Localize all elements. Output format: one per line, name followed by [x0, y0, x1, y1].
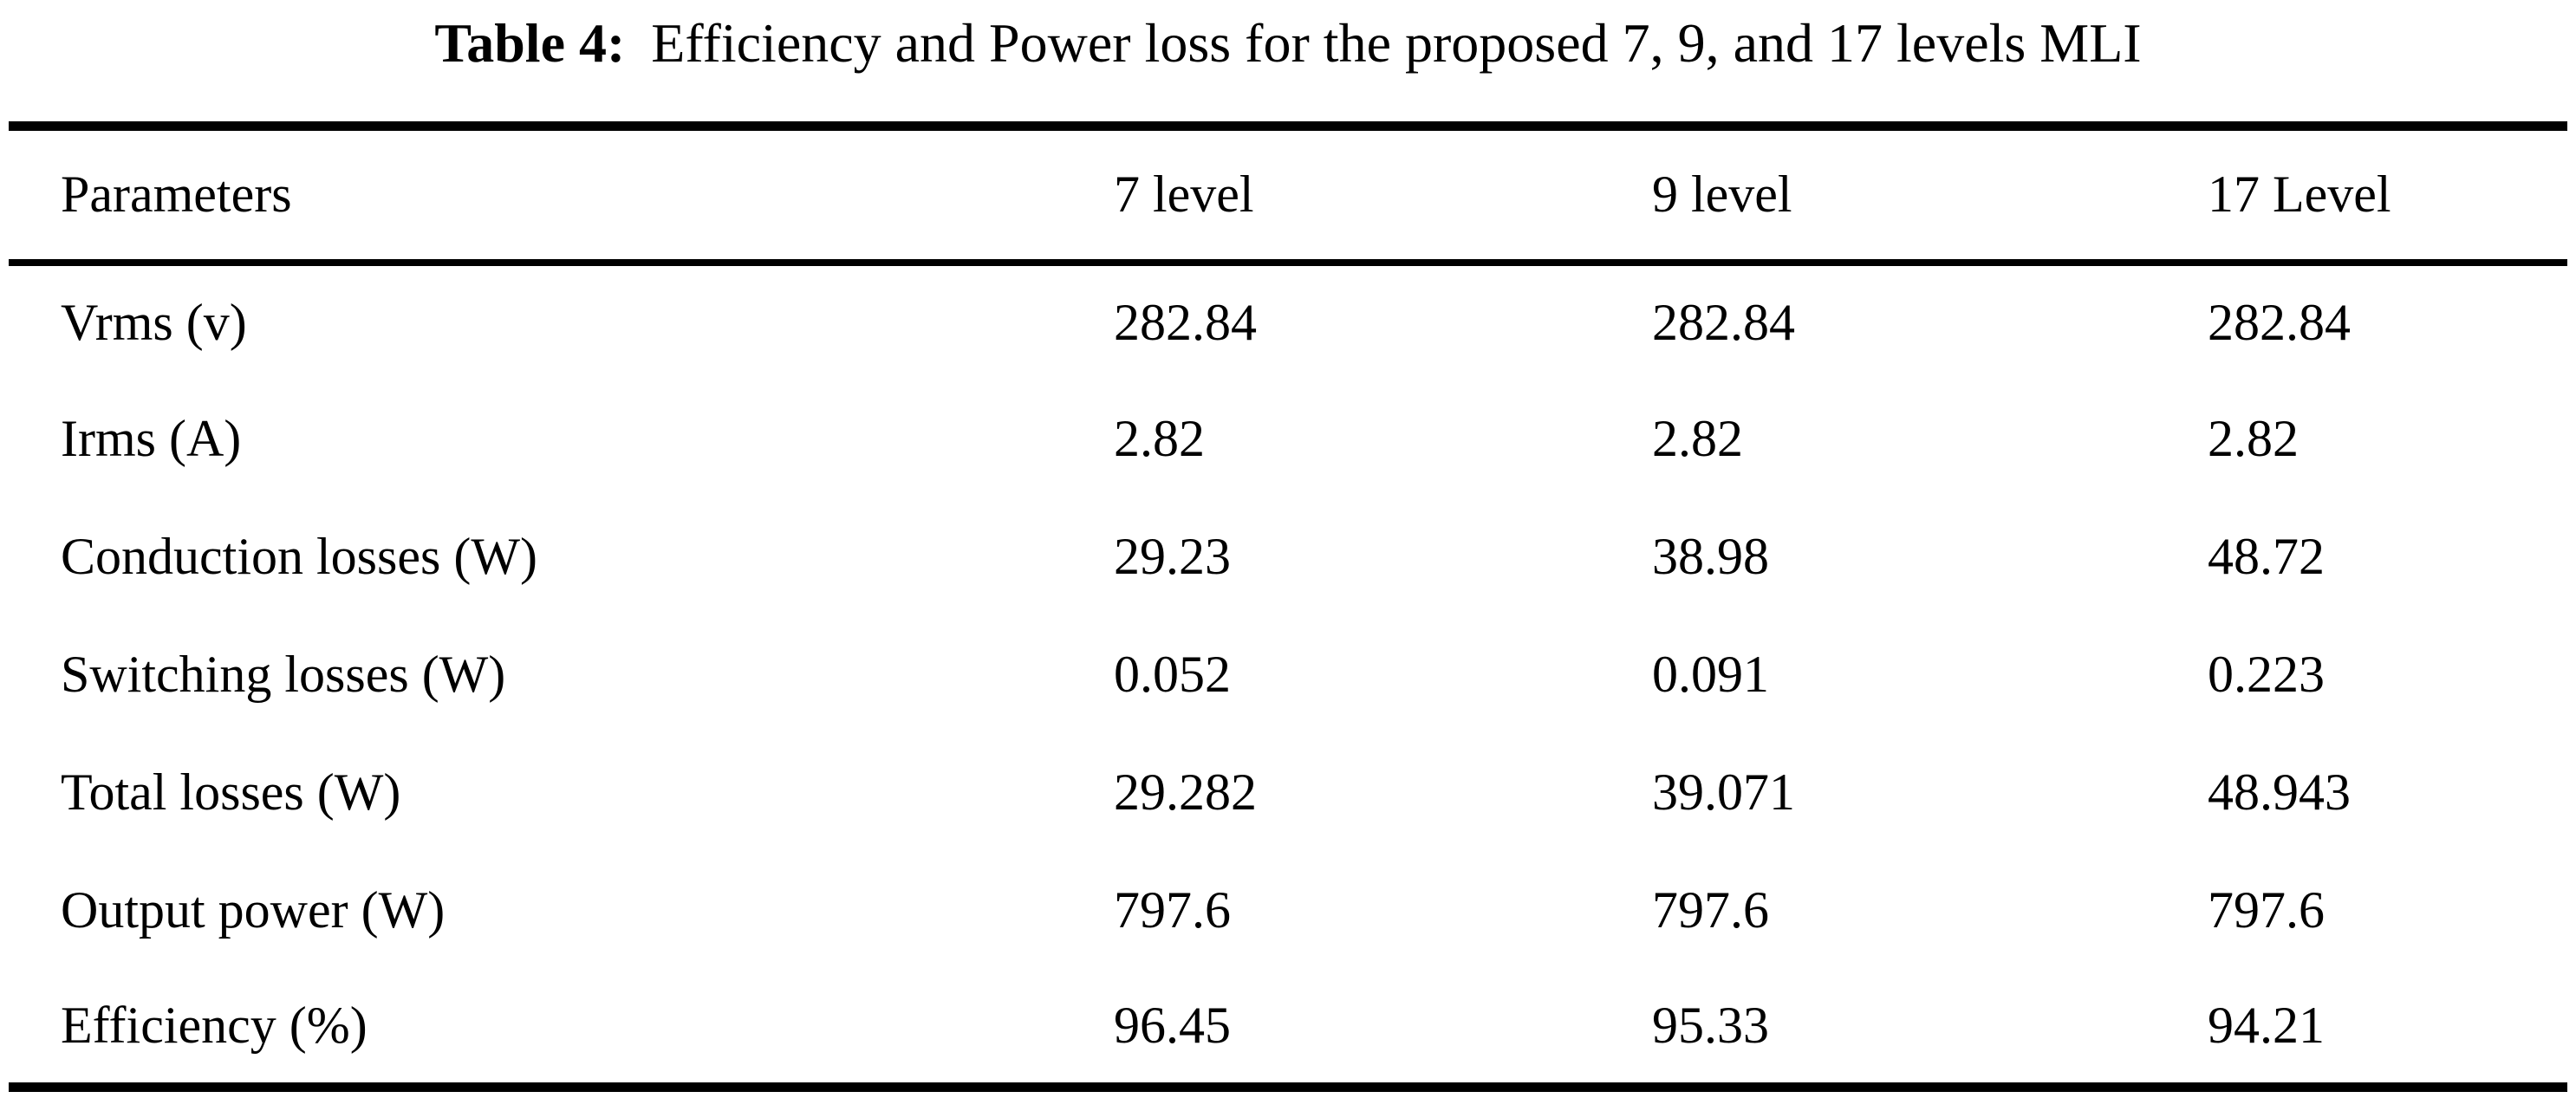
cell-value: 38.98: [1652, 528, 1769, 585]
table-header: Parameters 7 level 9 level 17 Level: [9, 127, 2567, 263]
table-caption: Table 4: Efficiency and Power loss for th…: [0, 0, 2576, 87]
results-table: Parameters 7 level 9 level 17 Level Vrms…: [9, 121, 2567, 1092]
cell-value: 797.6: [1652, 881, 1769, 939]
cell-value: 2.82: [1652, 410, 1743, 467]
row-label: Vrms (v): [61, 294, 247, 351]
cell-value: 94.21: [2208, 997, 2325, 1055]
table-caption-label: Table 4:: [434, 12, 626, 74]
table-row: Conduction losses (W) 29.23 38.98 48.72: [9, 498, 2567, 616]
row-label: Switching losses (W): [61, 646, 506, 703]
cell-value: 48.943: [2208, 763, 2351, 821]
cell-value: 29.23: [1114, 528, 1231, 585]
header-parameters: Parameters: [61, 166, 292, 224]
cell-value: 48.72: [2208, 528, 2325, 585]
table-row: Total losses (W) 29.282 39.071 48.943: [9, 734, 2567, 852]
row-label: Efficiency (%): [61, 997, 368, 1055]
table-row: Vrms (v) 282.84 282.84 282.84: [9, 263, 2567, 380]
table-row: Efficiency (%) 96.45 95.33 94.21: [9, 970, 2567, 1088]
cell-value: 797.6: [2208, 881, 2325, 939]
header-17-level: 17 Level: [2208, 166, 2391, 224]
row-label: Output power (W): [61, 881, 446, 939]
table-body: Vrms (v) 282.84 282.84 282.84 Irms (A) 2…: [9, 263, 2567, 1088]
header-7-level: 7 level: [1114, 166, 1254, 224]
table-row: Irms (A) 2.82 2.82 2.82: [9, 380, 2567, 498]
cell-value: 2.82: [2208, 410, 2299, 467]
cell-value: 96.45: [1114, 997, 1231, 1055]
table-caption-text: Efficiency and Power loss for the propos…: [651, 12, 2142, 74]
cell-value: 95.33: [1652, 997, 1769, 1055]
cell-value: 0.052: [1114, 646, 1231, 703]
row-label: Conduction losses (W): [61, 528, 537, 585]
row-label: Total losses (W): [61, 763, 401, 821]
table-row: Switching losses (W) 0.052 0.091 0.223: [9, 616, 2567, 734]
cell-value: 282.84: [1652, 294, 1795, 351]
header-9-level: 9 level: [1652, 166, 1792, 224]
cell-value: 797.6: [1114, 881, 1231, 939]
cell-value: 282.84: [2208, 294, 2351, 351]
header-row: Parameters 7 level 9 level 17 Level: [9, 127, 2567, 263]
cell-value: 2.82: [1114, 410, 1205, 467]
cell-value: 0.091: [1652, 646, 1769, 703]
cell-value: 0.223: [2208, 646, 2325, 703]
cell-value: 29.282: [1114, 763, 1257, 821]
cell-value: 39.071: [1652, 763, 1795, 821]
table-row: Output power (W) 797.6 797.6 797.6: [9, 852, 2567, 970]
cell-value: 282.84: [1114, 294, 1257, 351]
row-label: Irms (A): [61, 410, 242, 467]
